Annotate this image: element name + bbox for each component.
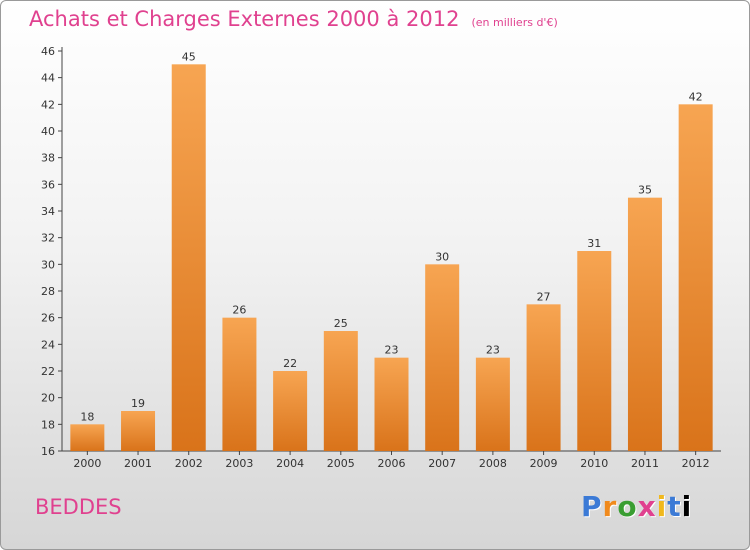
commune-name: BEDDES [35,495,122,519]
bar-value-label: 18 [80,410,94,423]
logo-letter: i [656,490,668,523]
bar-2001[interactable] [121,411,156,451]
logo-letter: r [602,490,618,523]
y-tick-label: 40 [41,125,55,138]
x-tick-label: 2010 [580,457,608,470]
y-tick-label: 16 [41,445,55,458]
x-tick-label: 2006 [378,457,406,470]
chart-subtitle: (en milliers d'€) [471,16,558,29]
x-tick-label: 2002 [175,457,203,470]
bar-value-label: 19 [131,397,145,410]
logo-letter: P [581,490,603,523]
bar-value-label: 27 [537,290,551,303]
bar-2006[interactable] [374,357,409,451]
bar-value-label: 30 [435,250,449,263]
bar-2007[interactable] [425,264,460,451]
bar-2004[interactable] [273,371,308,451]
bar-value-label: 42 [689,90,703,103]
x-tick-label: 2012 [682,457,710,470]
x-tick-label: 2000 [73,457,101,470]
y-tick-label: 32 [41,232,55,245]
y-tick-label: 38 [41,152,55,165]
bar-value-label: 26 [232,304,246,317]
x-tick-label: 2001 [124,457,152,470]
y-tick-label: 24 [41,338,55,351]
y-tick-label: 44 [41,72,55,85]
x-tick-label: 2005 [327,457,355,470]
logo-letter: i [681,490,693,523]
bar-value-label: 45 [182,50,196,63]
x-tick-label: 2008 [479,457,507,470]
y-tick-label: 18 [41,418,55,431]
y-tick-label: 34 [41,205,55,218]
y-tick-label: 20 [41,392,55,405]
bar-value-label: 31 [587,237,601,250]
proxiti-logo[interactable]: Proxiti [581,490,692,523]
bar-value-label: 35 [638,184,652,197]
chart-title-text: Achats et Charges Externes 2000 à 2012 [29,7,460,31]
bar-2009[interactable] [526,304,561,451]
y-tick-label: 26 [41,312,55,325]
logo-letter: t [667,490,682,523]
bar-2002[interactable] [171,64,206,452]
y-tick-label: 46 [41,45,55,58]
axis-layer: 16 18 20 22 24 26 28 30 32 34 36 38 40 42 44 46 2000 2001… [41,45,721,470]
bar-2012[interactable] [678,104,713,451]
x-tick-label: 2003 [225,457,253,470]
bar-value-label: 23 [385,344,399,357]
y-tick-label: 30 [41,258,55,271]
y-tick-label: 28 [41,285,55,298]
bar-2000[interactable] [70,424,105,451]
chart-title: Achats et Charges Externes 2000 à 2012 (e… [29,7,558,31]
bar-2008[interactable] [475,357,510,451]
logo-letter: x [637,490,657,523]
y-tick-label: 42 [41,98,55,111]
bar-2003[interactable] [222,317,257,451]
x-tick-label: 2007 [428,457,456,470]
y-tick-label: 36 [41,178,55,191]
bar-2010[interactable] [577,251,612,451]
x-tick-label: 2004 [276,457,304,470]
logo-letter: o [617,490,638,523]
bar-value-label: 22 [283,357,297,370]
bar-value-label: 23 [486,344,500,357]
x-tick-label: 2011 [631,457,659,470]
bar-value-label: 25 [334,317,348,330]
bar-2005[interactable] [323,331,358,451]
y-tick-label: 22 [41,365,55,378]
bar-layer: 18 19 45 26 22 25 23 30 23 27 31 35 42 [70,50,713,452]
x-tick-label: 2009 [530,457,558,470]
bar-2011[interactable] [627,197,662,451]
